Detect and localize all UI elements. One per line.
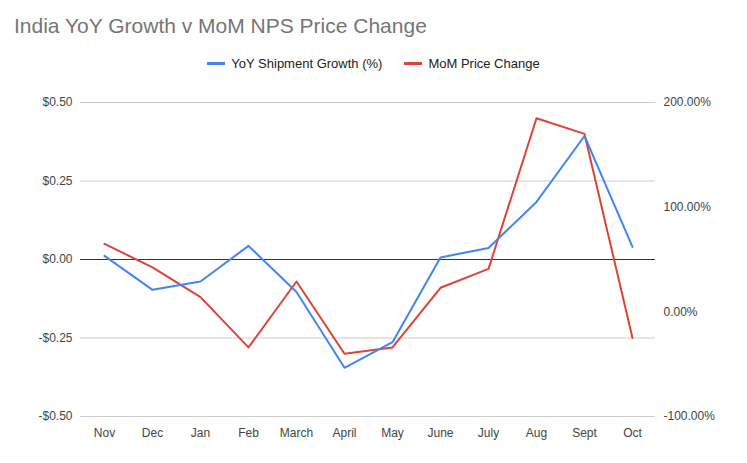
- svg-text:April: April: [332, 426, 356, 440]
- svg-text:March: March: [280, 426, 313, 440]
- svg-text:Nov: Nov: [94, 426, 115, 440]
- html-text:India YoY Growth v MoM NPS Pri: India YoY Growth v MoM NPS Price Change: [14, 14, 427, 37]
- svg-text:$0.00: $0.00: [42, 252, 72, 266]
- svg-text:$0.25: $0.25: [42, 174, 72, 188]
- svg-text:Aug: Aug: [526, 426, 547, 440]
- svg-text:200.00%: 200.00%: [664, 95, 712, 109]
- svg-text:June: June: [427, 426, 453, 440]
- svg-text:-100.00%: -100.00%: [664, 409, 716, 423]
- html-text:MoM Price Change: MoM Price Change: [428, 56, 540, 71]
- svg-text:0.00%: 0.00%: [664, 305, 698, 319]
- svg-text:-$0.50: -$0.50: [38, 409, 72, 423]
- svg-text:Feb: Feb: [238, 426, 259, 440]
- svg-text:May: May: [381, 426, 404, 440]
- svg-text:Sept: Sept: [572, 426, 597, 440]
- svg-text:-$0.25: -$0.25: [38, 331, 72, 345]
- svg-text:Jan: Jan: [191, 426, 210, 440]
- svg-text:$0.50: $0.50: [42, 95, 72, 109]
- svg-text:100.00%: 100.00%: [664, 200, 712, 214]
- html-text:YoY Shipment Growth (%): YoY Shipment Growth (%): [231, 56, 383, 71]
- svg-text:July: July: [478, 426, 499, 440]
- svg-text:Oct: Oct: [623, 426, 642, 440]
- svg-text:Dec: Dec: [142, 426, 163, 440]
